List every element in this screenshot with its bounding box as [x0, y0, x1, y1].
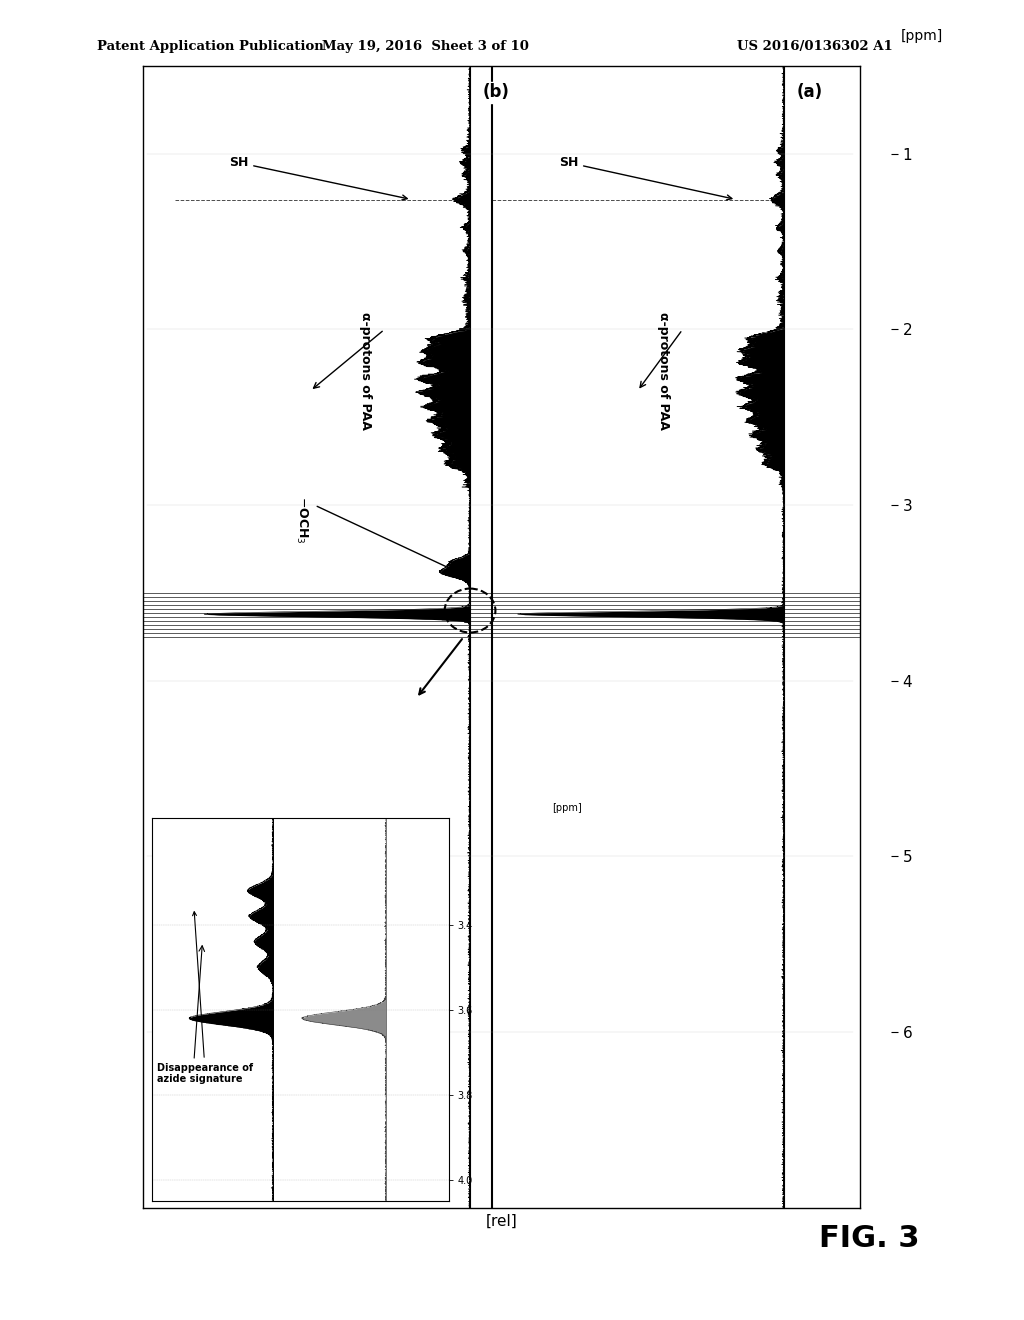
Text: Disappearance of
azide signature: Disappearance of azide signature	[158, 912, 253, 1085]
Text: (b): (b)	[482, 83, 510, 102]
Text: $-$OCH$_3$: $-$OCH$_3$	[294, 496, 309, 544]
Text: SH: SH	[228, 156, 408, 201]
Text: May 19, 2016  Sheet 3 of 10: May 19, 2016 Sheet 3 of 10	[322, 40, 528, 53]
X-axis label: [rel]: [rel]	[485, 1213, 518, 1229]
Y-axis label: [ppm]: [ppm]	[900, 29, 943, 44]
Text: (a): (a)	[797, 83, 823, 102]
Text: α-protons of PAA: α-protons of PAA	[358, 312, 372, 430]
Text: Patent Application Publication: Patent Application Publication	[97, 40, 324, 53]
Y-axis label: [ppm]: [ppm]	[552, 803, 583, 813]
Text: α-protons of PAA: α-protons of PAA	[657, 312, 670, 430]
Text: FIG. 3: FIG. 3	[819, 1225, 920, 1254]
Text: SH: SH	[559, 156, 732, 199]
Text: US 2016/0136302 A1: US 2016/0136302 A1	[737, 40, 893, 53]
